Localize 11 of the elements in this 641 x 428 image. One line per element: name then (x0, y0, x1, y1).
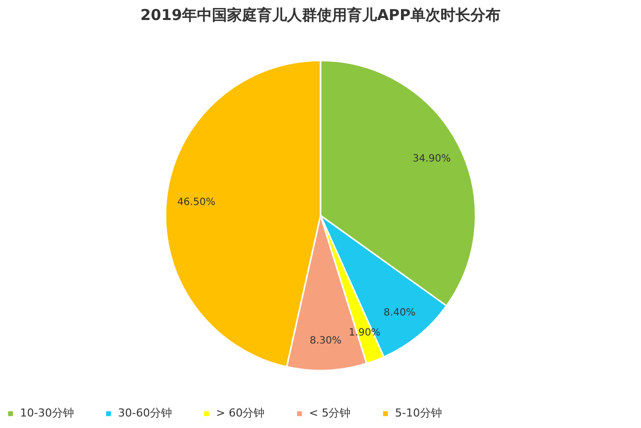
data-label: 34.90% (412, 153, 451, 164)
chart-title: 2019年中国家庭育儿人群使用育儿APP单次时长分布 (140, 6, 501, 24)
legend-label: 10-30分钟 (20, 406, 74, 420)
data-label: 46.50% (177, 196, 216, 208)
legend-label: < 5分钟 (309, 406, 351, 420)
data-label: 1.90% (348, 327, 381, 338)
data-label: 8.40% (384, 307, 416, 318)
legend-label: > 60分钟 (216, 406, 265, 420)
legend-label: 30-60分钟 (118, 406, 172, 420)
legend-label: 5-10分钟 (395, 406, 442, 420)
data-label: 8.30% (310, 335, 342, 346)
